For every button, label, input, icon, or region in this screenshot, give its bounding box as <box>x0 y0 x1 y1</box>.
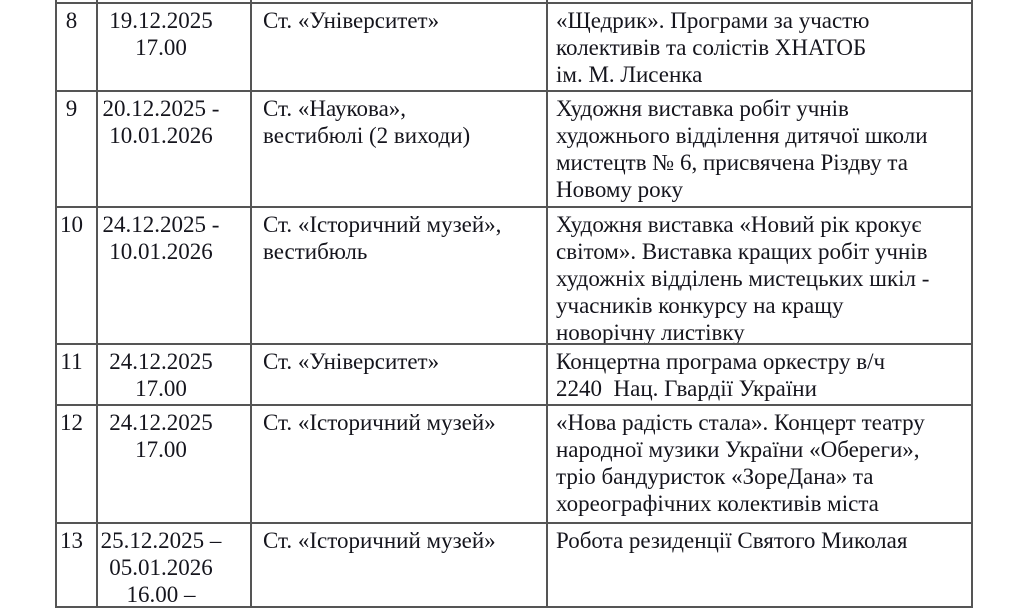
row-number-cell: 13 <box>57 524 98 606</box>
description-cell: «Щедрик». Програми за участю колективів … <box>556 8 870 87</box>
table-row: 9 20.12.2025 - 10.01.2026 Ст. «Наукова»,… <box>57 92 971 208</box>
station-cell: Ст. «Університет» <box>252 345 548 404</box>
date-cell: 25.12.2025 – 05.01.2026 16.00 – 18.00 <box>98 524 252 606</box>
table-border-stub <box>250 0 252 3</box>
table-row: 8 19.12.2025 17.00 Ст. «Університет» «Ще… <box>57 4 971 92</box>
events-schedule-table: 8 19.12.2025 17.00 Ст. «Університет» «Ще… <box>55 2 973 608</box>
table-border-stub <box>96 0 98 3</box>
table-border-stub <box>55 0 57 3</box>
date-cell: 24.12.2025 - 10.01.2026 <box>98 208 252 343</box>
station-cell: Ст. «Університет» <box>252 4 548 90</box>
station-cell: Ст. «Історичний музей» <box>252 406 548 522</box>
row-number-cell: 8 <box>57 4 98 90</box>
row-number-cell: 12 <box>57 406 98 522</box>
date-cell: 24.12.2025 17.00 <box>98 345 252 404</box>
row-number-cell: 10 <box>57 208 98 343</box>
table-row: 12 24.12.2025 17.00 Ст. «Історичний музе… <box>57 406 971 524</box>
description-cell: Художня виставка «Новий рік крокує світо… <box>556 212 930 343</box>
station-cell: Ст. «Історичний музей», вестибюль <box>252 208 548 343</box>
table-border-stub <box>971 0 973 3</box>
table-row: 13 25.12.2025 – 05.01.2026 16.00 – 18.00… <box>57 524 971 606</box>
station-cell: Ст. «Наукова», вестибюлі (2 виходи) <box>252 92 548 206</box>
row-number-cell: 9 <box>57 92 98 206</box>
table-row: 11 24.12.2025 17.00 Ст. «Університет» Ко… <box>57 345 971 406</box>
description-cell: Робота резиденції Святого Миколая <box>556 528 908 553</box>
row-number-cell: 11 <box>57 345 98 404</box>
table-row: 10 24.12.2025 - 10.01.2026 Ст. «Історичн… <box>57 208 971 345</box>
description-cell: Концертна програма оркестру в/ч 2240 Нац… <box>556 349 886 401</box>
station-cell: Ст. «Історичний музей» <box>252 524 548 606</box>
date-cell: 24.12.2025 17.00 <box>98 406 252 522</box>
description-cell: «Нова радість стала». Концерт театру нар… <box>556 410 925 516</box>
table-border-stub <box>546 0 548 3</box>
date-cell: 19.12.2025 17.00 <box>98 4 252 90</box>
date-cell: 20.12.2025 - 10.01.2026 <box>98 92 252 206</box>
description-cell: Художня виставка робіт учнів художнього … <box>556 96 928 202</box>
